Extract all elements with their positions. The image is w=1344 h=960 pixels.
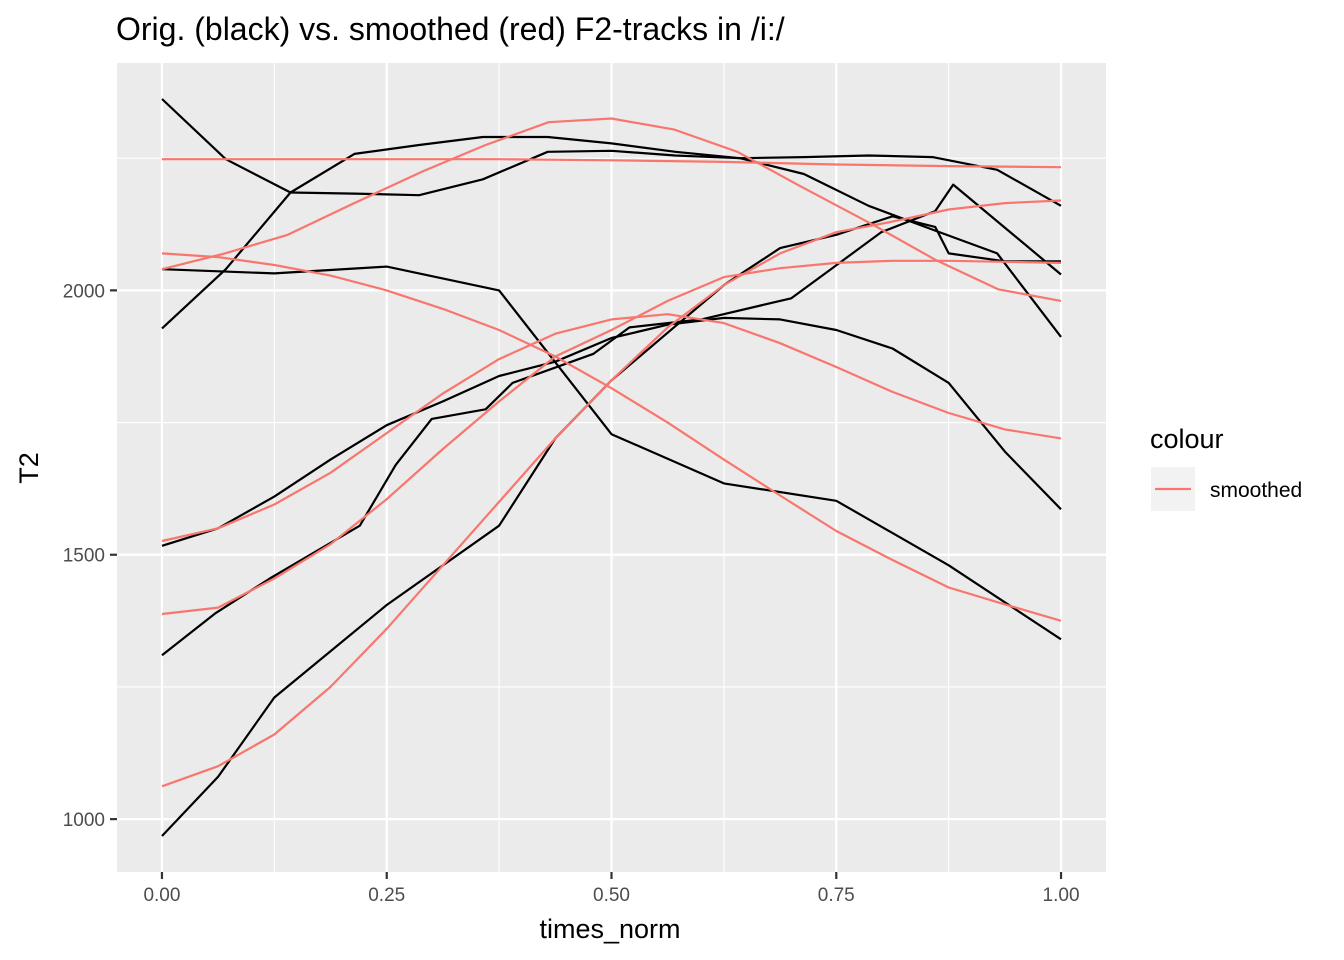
smoothed-line-9 xyxy=(161,252,1062,622)
y-tick-label: 1500 xyxy=(63,546,105,567)
x-tick-label: 1.00 xyxy=(1043,885,1080,906)
x-axis: 0.00 0.25 0.50 0.75 1.00 xyxy=(143,872,1080,906)
chart-title: Orig. (black) vs. smoothed (red) F2-trac… xyxy=(116,11,785,47)
x-tick-label: 0.00 xyxy=(143,885,180,906)
smoothed-line-7 xyxy=(162,158,1062,169)
legend: colour smoothed xyxy=(1150,424,1302,511)
x-tick-label: 0.25 xyxy=(368,885,405,906)
original-line-2 xyxy=(161,135,1062,330)
smoothed-line-8 xyxy=(161,117,1062,302)
smoothed-line-12 xyxy=(161,199,1062,788)
y-axis: 1000 1500 2000 xyxy=(63,281,117,831)
original-line-5 xyxy=(161,183,1062,657)
smoothed-line-10 xyxy=(161,313,1062,543)
x-tick-label: 0.50 xyxy=(593,885,630,906)
y-axis-title: T2 xyxy=(14,452,44,484)
x-tick-label: 0.75 xyxy=(818,885,855,906)
y-tick-label: 2000 xyxy=(63,281,105,302)
major-gridlines xyxy=(117,63,1106,872)
original-line-6 xyxy=(161,215,1061,837)
legend-label-smoothed: smoothed xyxy=(1210,479,1302,502)
series-layer xyxy=(161,98,1062,837)
x-axis-title: times_norm xyxy=(539,914,680,944)
smoothed-line-11 xyxy=(161,259,1062,616)
legend-title: colour xyxy=(1150,424,1224,454)
original-line-4 xyxy=(161,316,1062,547)
y-tick-label: 1000 xyxy=(63,810,105,831)
